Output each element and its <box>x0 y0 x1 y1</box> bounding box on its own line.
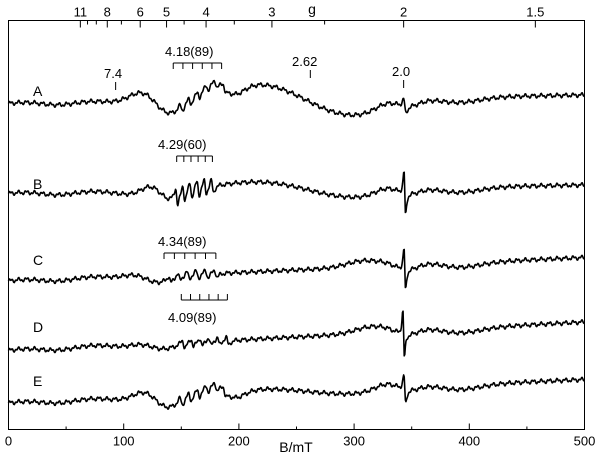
g-tick-label: 6 <box>137 5 144 20</box>
g-tick-label: 5 <box>163 5 170 20</box>
trace-label-e: E <box>33 373 42 389</box>
traces <box>7 79 586 410</box>
annotation-c-hyperfine: 4.34(89) <box>158 234 206 249</box>
spectrum-trace-e <box>7 374 585 410</box>
g-tick-label: 2 <box>400 5 407 20</box>
x-tick-label: 0 <box>5 434 12 449</box>
spectrum-trace-a <box>7 79 585 118</box>
hyperfine-stick-diagrams <box>115 62 405 301</box>
spectrum-trace-c <box>7 248 585 289</box>
trace-label-a: A <box>33 83 43 99</box>
x-axis-title: B/mT <box>279 439 313 455</box>
annotation-a-low: 7.4 <box>104 66 122 81</box>
spectrum-trace-b <box>7 171 585 214</box>
x-tick-label: 200 <box>228 434 250 449</box>
annotation-a-hyperfine: 4.18(89) <box>165 44 213 59</box>
g-tick-label: 8 <box>104 5 111 20</box>
top-axis: 11 8 6 5 4 3 2 1.5 <box>74 5 544 28</box>
annotation-d-hyperfine: 4.09(89) <box>168 310 216 325</box>
g-tick-label: 11 <box>74 5 88 20</box>
top-axis-title: g <box>308 1 316 17</box>
x-tick-label: 400 <box>458 434 480 449</box>
bottom-axis: 0 100 200 300 400 500 <box>5 423 596 449</box>
trace-label-d: D <box>33 319 43 335</box>
g-tick-label: 4 <box>202 5 209 20</box>
x-tick-label: 100 <box>113 434 135 449</box>
trace-label-b: B <box>33 176 42 192</box>
annotation-b-hyperfine: 4.29(60) <box>158 137 206 152</box>
annotation-a-g2: 2.0 <box>392 64 410 79</box>
annotation-a-broad: 2.62 <box>292 54 317 69</box>
spectrum-trace-d <box>7 310 586 357</box>
g-tick-label: 3 <box>268 5 275 20</box>
g-tick-label: 1.5 <box>526 5 544 20</box>
plot-frame <box>8 20 585 430</box>
x-tick-label: 300 <box>343 434 365 449</box>
x-tick-label: 500 <box>574 434 596 449</box>
trace-label-c: C <box>33 252 43 268</box>
